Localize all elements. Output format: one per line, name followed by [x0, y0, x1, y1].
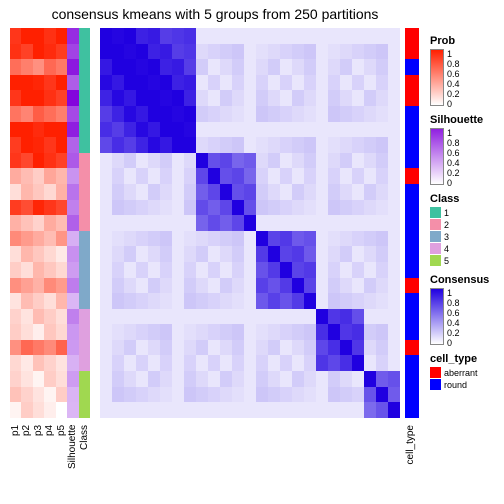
legend-prob: Prob10.80.60.40.20 [430, 35, 502, 106]
anno-col-p3 [33, 28, 44, 418]
xlabel: Silhouette [67, 425, 78, 495]
legends: Prob10.80.60.40.20 Silhouette10.80.60.40.… [430, 35, 502, 398]
xlabel: p4 [44, 425, 55, 495]
xlabel: p5 [56, 425, 67, 495]
xlabel: p3 [33, 425, 44, 495]
anno-col-Silhouette [67, 28, 78, 418]
xlabel: Class [79, 425, 90, 495]
celltype-annotation [405, 28, 419, 418]
xlabel: p1 [10, 425, 21, 495]
anno-col-p4 [44, 28, 55, 418]
anno-col-p5 [56, 28, 67, 418]
celltype-label: cell_type [405, 425, 419, 464]
annotation-labels: p1p2p3p4p5SilhouetteClass [10, 425, 90, 495]
legend-consensus: Consensus10.80.60.40.20 [430, 274, 502, 345]
consensus-heatmap [100, 28, 400, 418]
anno-col-p2 [21, 28, 32, 418]
legend-cell_type: cell_typeaberrantround [430, 353, 502, 390]
anno-col-p1 [10, 28, 21, 418]
legend-silhouette: Silhouette10.80.60.40.20 [430, 114, 502, 185]
page-title: consensus kmeans with 5 groups from 250 … [0, 6, 430, 22]
xlabel: p2 [21, 425, 32, 495]
left-annotations [10, 28, 90, 418]
legend-class: Class12345 [430, 193, 502, 266]
anno-col-Class [79, 28, 90, 418]
